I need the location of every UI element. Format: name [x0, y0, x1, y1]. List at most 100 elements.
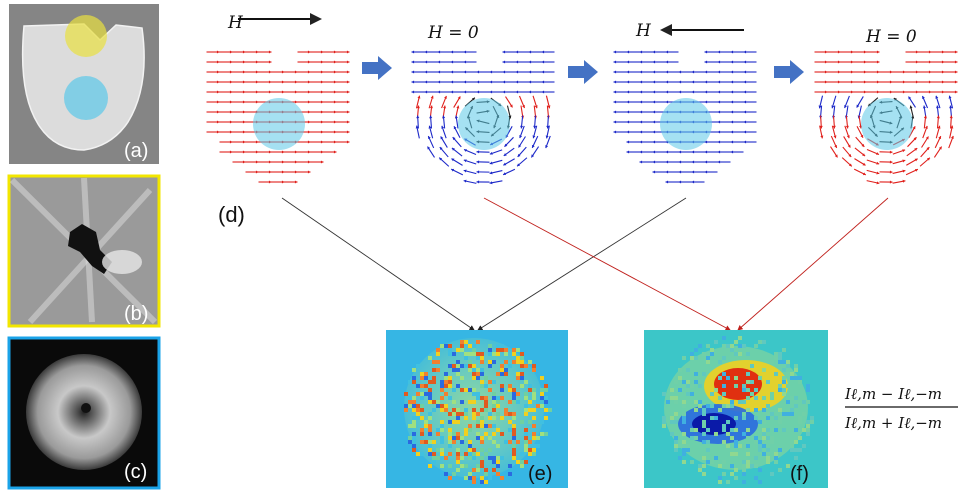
heatmap-pixel: [806, 428, 810, 432]
heatmap-pixel: [532, 444, 536, 448]
heatmap-pixel: [508, 364, 512, 368]
heatmap-pixel: [738, 400, 742, 404]
heatmap-pixel: [476, 412, 480, 416]
heatmap-pixel: [532, 364, 536, 368]
moment-arrow-head: [346, 110, 350, 114]
heatmap-pixel: [476, 340, 480, 344]
moment-arrow-head: [216, 80, 220, 84]
step-arrow-3: [774, 60, 804, 84]
heatmap-pixel: [480, 464, 484, 468]
moment-arrow-head: [229, 110, 233, 114]
heatmap-pixel: [714, 432, 718, 436]
heatmap-pixel: [754, 408, 758, 412]
heatmap-pixel: [452, 472, 456, 476]
heatmap-pixel: [444, 380, 448, 384]
heatmap-pixel: [738, 336, 742, 340]
heatmap-pixel: [440, 456, 444, 460]
heatmap-pixel: [488, 348, 492, 352]
heatmap-pixel: [484, 472, 488, 476]
moment-arrow-head: [665, 170, 669, 174]
heatmap-pixel: [412, 424, 416, 428]
heatmap-pixel: [774, 428, 778, 432]
heatmap-pixel: [448, 428, 452, 432]
moment-arrow-head: [546, 125, 550, 129]
heatmap-pixel: [520, 460, 524, 464]
moment-arrow-head: [255, 90, 259, 94]
heatmap-pixel: [762, 420, 766, 424]
heatmap-pixel: [706, 344, 710, 348]
moment-arrow-head: [281, 160, 285, 164]
moment-arrow-head: [914, 148, 918, 151]
heatmap-pixel: [492, 360, 496, 364]
heatmap-pixel: [532, 424, 536, 428]
heatmap-pixel: [742, 472, 746, 476]
heatmap-pixel: [524, 448, 528, 452]
heatmap-pixel: [436, 348, 440, 352]
heatmap-pixel: [464, 416, 468, 420]
moment-arrow-head: [333, 90, 337, 94]
heatmap-pixel: [492, 352, 496, 356]
heatmap-pixel: [694, 408, 698, 412]
moment-arrow-head: [346, 80, 350, 84]
moment-arrow-head: [476, 170, 480, 174]
heatmap-pixel: [448, 364, 452, 368]
heatmap-pixel: [702, 464, 706, 468]
heatmap-pixel: [460, 456, 464, 460]
heatmap-pixel: [730, 452, 734, 456]
heatmap-pixel: [532, 436, 536, 440]
heatmap-pixel: [408, 400, 412, 404]
heatmap-pixel: [464, 476, 468, 480]
heatmap-pixel: [544, 416, 548, 420]
moment-arrow-head: [463, 50, 467, 54]
heatmap-pixel: [496, 352, 500, 356]
heatmap-pixel: [468, 368, 472, 372]
heatmap-pixel: [524, 392, 528, 396]
magnetization-stage-remanent-1: [411, 50, 555, 185]
heatmap-pixel: [686, 368, 690, 372]
heatmap-pixel: [528, 400, 532, 404]
heatmap-pixel: [782, 428, 786, 432]
moment-arrow-head: [863, 90, 867, 94]
heatmap-pixel: [468, 364, 472, 368]
heatmap-pixel: [670, 420, 674, 424]
moment-arrow-head: [463, 169, 467, 173]
moment-arrow-head: [307, 110, 311, 114]
panel-d-label: (d): [218, 202, 245, 227]
heatmap-pixel: [464, 408, 468, 412]
heatmap-pixel: [770, 392, 774, 396]
moment-arrow-head: [915, 50, 919, 54]
moment-arrow-head: [294, 90, 298, 94]
moment-arrow-head: [451, 158, 455, 162]
heatmap-pixel: [448, 476, 452, 480]
moment-arrow-head: [846, 135, 850, 139]
heatmap-pixel: [468, 424, 472, 428]
heatmap-pixel: [690, 404, 694, 408]
moment-arrow-head: [743, 60, 747, 64]
moment-arrow-head: [928, 90, 932, 94]
heatmap-pixel: [798, 376, 802, 380]
moment-arrow-head: [691, 70, 695, 74]
heatmap-pixel: [468, 472, 472, 476]
heatmap-pixel: [536, 404, 540, 408]
moment-arrow-head: [255, 80, 259, 84]
heatmap-pixel: [472, 364, 476, 368]
moment-arrow-head: [824, 60, 828, 64]
moment-arrow-head: [255, 100, 259, 104]
heatmap-pixel: [448, 344, 452, 348]
heatmap-pixel: [432, 440, 436, 444]
heatmap-pixel: [408, 380, 412, 384]
heatmap-pixel: [718, 464, 722, 468]
heatmap-pixel: [476, 368, 480, 372]
heatmap-pixel: [758, 440, 762, 444]
moment-arrow-head: [626, 140, 630, 144]
heatmap-pixel: [448, 420, 452, 424]
panel-b-label: (b): [124, 303, 148, 325]
heatmap-pixel: [778, 356, 782, 360]
heatmap-pixel: [678, 376, 682, 380]
moment-arrow-head: [307, 100, 311, 104]
moment-arrow-head: [429, 115, 433, 119]
heatmap-pixel: [734, 352, 738, 356]
moment-arrow-head: [925, 136, 929, 140]
moment-arrow-head: [541, 50, 545, 54]
moment-arrow-head: [442, 115, 446, 119]
